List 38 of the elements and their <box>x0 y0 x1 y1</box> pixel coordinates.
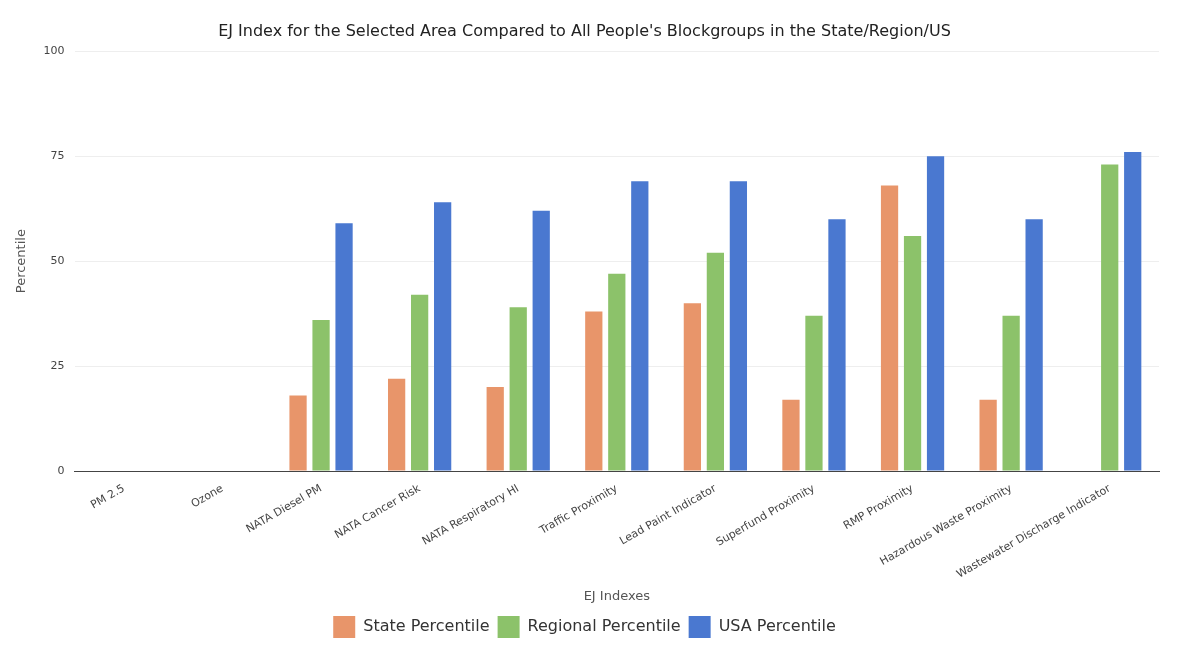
bar <box>631 181 649 471</box>
bar <box>411 294 429 471</box>
y-tick-label: 100 <box>43 44 65 58</box>
legend-label: USA Percentile <box>718 616 836 636</box>
bar <box>828 219 846 471</box>
bar <box>486 387 504 471</box>
bar <box>1124 151 1142 471</box>
y-tick-label: 75 <box>50 149 65 163</box>
bar <box>1002 315 1020 471</box>
x-tick-label: PM 2.5 <box>88 481 127 512</box>
bar <box>434 202 452 471</box>
bar <box>805 315 823 471</box>
bar <box>1025 219 1043 471</box>
y-axis-title: Percentile <box>13 229 29 294</box>
bar <box>979 399 997 471</box>
legend-label: State Percentile <box>363 616 490 636</box>
bar <box>509 307 527 471</box>
bar <box>312 319 330 471</box>
x-axis-title: EJ Indexes <box>583 587 651 603</box>
legend-label: Regional Percentile <box>527 616 681 636</box>
y-tick-label: 0 <box>57 463 65 477</box>
bar <box>683 303 701 471</box>
bar <box>585 311 603 471</box>
bar <box>532 210 550 471</box>
bar <box>880 185 899 471</box>
y-tick-label: 50 <box>50 254 65 267</box>
bar <box>926 156 945 471</box>
bar <box>782 399 800 471</box>
bar <box>903 235 922 471</box>
bar <box>706 252 725 471</box>
y-tick-label: 25 <box>50 358 65 372</box>
bar <box>729 181 748 471</box>
bar <box>289 395 307 471</box>
bar <box>1101 164 1119 471</box>
bar <box>388 378 406 471</box>
bar <box>335 223 353 471</box>
bar <box>608 273 626 471</box>
chart-title: EJ Index for the Selected Area Compared to All People's Blockgroups in the State/Region/US <box>218 20 951 40</box>
